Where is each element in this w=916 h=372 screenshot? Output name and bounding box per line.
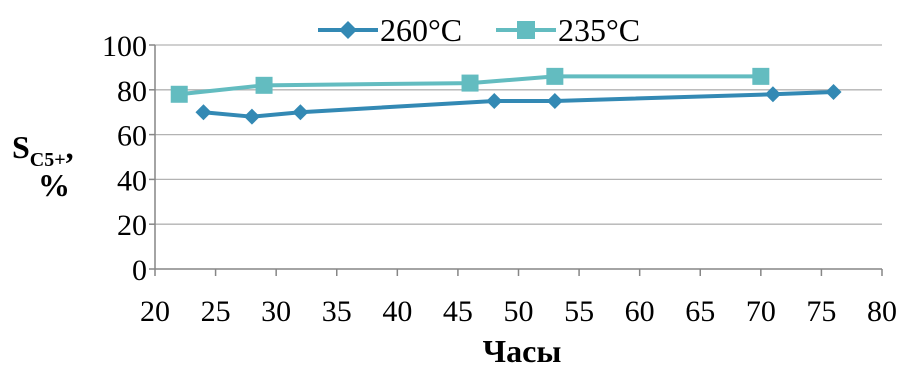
x-tick-labels: 20 25 30 35 40 45 50 55 60 65 70 75 80	[140, 295, 897, 328]
legend-label-260: 260°C	[380, 12, 462, 48]
point-0-2	[292, 104, 309, 121]
y-tick-label-20: 20	[117, 209, 147, 242]
point-0-3	[486, 93, 503, 109]
legend: 260°C 235°C	[318, 12, 640, 48]
x-tick-label-35: 35	[322, 295, 352, 328]
y-axis-label-comma: ,	[66, 129, 74, 165]
x-tick-label-60: 60	[625, 295, 655, 328]
point-1-4	[752, 67, 770, 85]
point-1-3	[546, 67, 564, 85]
y-tick-label-40: 40	[117, 164, 147, 197]
point-1-2	[461, 74, 479, 92]
point-0-1	[243, 108, 260, 125]
legend-swatch-marker-235	[517, 21, 535, 39]
y-tick-label-100: 100	[102, 30, 147, 63]
point-0-4	[546, 93, 563, 109]
x-tick-label-70: 70	[746, 295, 776, 328]
legend-item-235: 235°C	[496, 12, 640, 48]
y-axis-label-main: S	[12, 129, 30, 165]
y-tick-label-0: 0	[132, 254, 147, 287]
x-tick-label-55: 55	[564, 295, 594, 328]
legend-swatch-marker-260	[339, 21, 357, 39]
axes	[149, 44, 883, 276]
x-tick-label-45: 45	[443, 295, 473, 328]
x-tick-label-50: 50	[504, 295, 534, 328]
x-tick-label-80: 80	[867, 295, 897, 328]
x-tick-label-65: 65	[685, 295, 715, 328]
x-tick-label-40: 40	[382, 295, 412, 328]
point-1-1	[255, 76, 273, 94]
x-tick-label-20: 20	[140, 295, 170, 328]
x-tick-label-30: 30	[261, 295, 291, 328]
gridlines	[155, 44, 882, 225]
point-0-6	[825, 84, 842, 101]
y-tick-label-80: 80	[117, 75, 147, 108]
point-1-0	[170, 85, 188, 103]
series	[170, 67, 842, 125]
y-tick-label-60: 60	[117, 120, 147, 153]
point-0-0	[195, 104, 212, 121]
series-235	[170, 67, 770, 103]
y-axis-label-subscript: C5+	[30, 149, 66, 171]
x-tick-label-25: 25	[201, 295, 231, 328]
y-axis-label-line1: SC5+,	[12, 129, 74, 171]
x-axis-label: Часы	[483, 333, 562, 369]
point-0-5	[764, 86, 781, 103]
x-tick-label-75: 75	[806, 295, 836, 328]
legend-label-235: 235°C	[558, 12, 640, 48]
y-tick-labels: 0 20 40 60 80 100	[102, 30, 147, 287]
legend-item-260: 260°C	[318, 12, 462, 48]
y-axis-label-unit: %	[38, 167, 70, 203]
series-260	[195, 84, 842, 125]
y-axis-label: SC5+, %	[12, 129, 74, 203]
